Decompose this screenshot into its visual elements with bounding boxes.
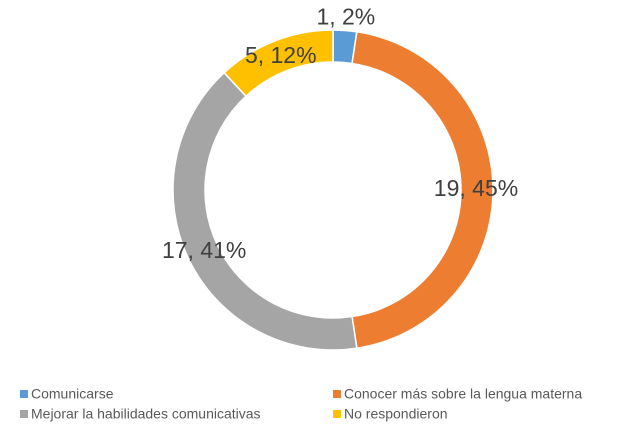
legend-label: Comunicarse — [31, 386, 114, 402]
legend-label: Conocer más sobre la lengua materna — [344, 386, 582, 402]
legend-label: No respondieron — [344, 406, 448, 422]
data-label: 19, 45% — [434, 175, 518, 201]
donut-segment — [351, 30, 494, 350]
legend-swatch — [20, 390, 28, 398]
donut-segment — [172, 71, 358, 351]
legend-swatch — [333, 410, 341, 418]
data-label: 17, 41% — [162, 237, 246, 263]
legend-label: Mejorar la habilidades comunicativas — [31, 406, 261, 422]
legend-swatch — [20, 410, 28, 418]
legend-swatch — [333, 390, 341, 398]
data-label: 5, 12% — [245, 42, 317, 68]
data-label: 1, 2% — [316, 4, 375, 30]
donut-segment — [223, 29, 334, 98]
